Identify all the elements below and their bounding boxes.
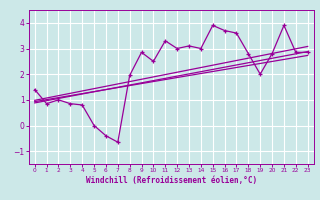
X-axis label: Windchill (Refroidissement éolien,°C): Windchill (Refroidissement éolien,°C) bbox=[86, 176, 257, 185]
